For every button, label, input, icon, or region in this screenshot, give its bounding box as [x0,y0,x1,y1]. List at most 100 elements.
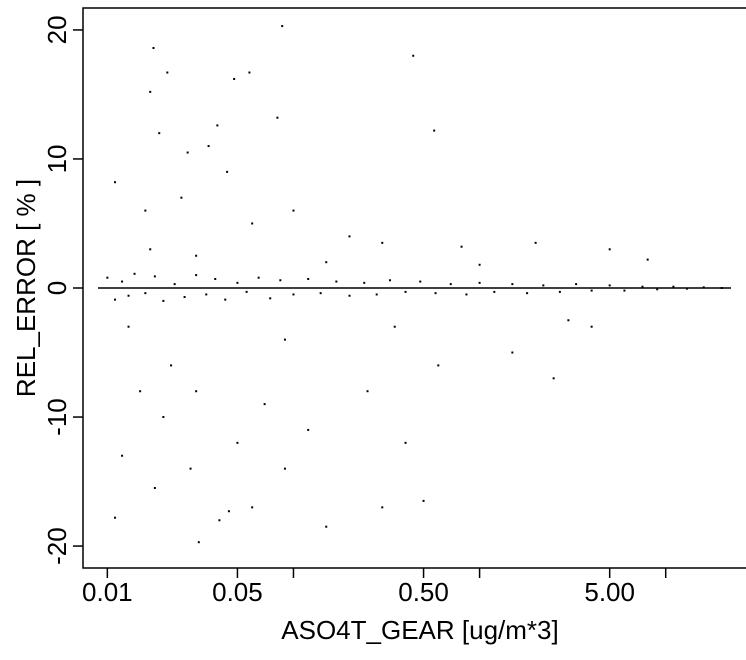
point [348,294,351,297]
point [121,280,124,283]
point [226,170,229,173]
point [393,325,396,328]
point [363,281,366,284]
point [672,285,675,288]
point [149,90,152,93]
point [656,288,659,291]
point [114,181,117,184]
point [575,283,578,286]
y-tick-label: 20 [42,15,72,44]
point [195,254,198,257]
point [166,71,169,74]
y-axis-title: REL_ERROR [ % ] [11,179,41,397]
point [419,280,422,283]
point [276,116,279,119]
point [460,245,463,248]
point [325,525,328,528]
point [216,124,219,127]
point [335,280,338,283]
point [139,390,142,393]
point [381,241,384,244]
point [236,281,239,284]
point [189,467,192,470]
point [195,390,198,393]
point [248,71,251,74]
point [263,403,266,406]
point [127,294,130,297]
point [197,541,200,544]
x-tick-label: 0.01 [82,577,133,607]
point [388,279,391,282]
y-tick-label: -20 [42,527,72,565]
point [162,299,165,302]
point [236,441,239,444]
point [195,274,198,277]
point [437,364,440,367]
point [558,290,561,293]
y-tick-label: 0 [42,281,72,295]
point [207,145,210,148]
point [623,289,626,292]
point [114,516,117,519]
point [366,390,369,393]
point [251,222,254,225]
point [158,132,161,135]
point [375,293,378,296]
point [511,283,514,286]
point [348,235,351,238]
point [608,248,611,251]
point [465,293,468,296]
point [144,209,147,212]
point [279,279,282,282]
point [720,287,723,289]
point [183,296,186,299]
point [552,377,555,380]
point [251,506,254,509]
point [493,290,496,293]
point [173,283,176,286]
point [127,325,130,328]
x-tick-label: 5.00 [584,577,635,607]
point [245,290,248,293]
point [257,276,260,279]
point [214,277,217,280]
point [567,319,570,322]
point [283,467,286,470]
point [526,292,529,295]
point [233,77,236,80]
point [218,519,221,522]
x-tick-label: 0.50 [398,577,449,607]
point [511,351,514,354]
point [153,487,156,489]
point [180,196,183,199]
point [152,47,155,49]
point [590,289,593,292]
point [449,283,452,286]
point [381,506,384,509]
point [149,248,152,251]
point [590,325,593,328]
point [319,292,322,295]
point [646,258,649,261]
point [292,209,295,212]
point [283,338,286,341]
point [608,284,611,287]
point [434,292,437,295]
point [170,364,173,367]
point [281,25,284,28]
point [422,499,425,502]
point [227,510,230,513]
point [133,272,136,275]
point [641,285,644,288]
point [114,298,117,301]
x-tick-label: 0.05 [212,577,263,607]
point [269,297,272,300]
point [478,281,481,284]
y-tick-label: 10 [42,145,72,174]
x-axis-title: ASO4T_GEAR [ug/m*3] [281,615,558,645]
point [224,298,227,301]
point [542,284,545,287]
y-tick-label: -10 [42,398,72,436]
point [404,290,407,293]
